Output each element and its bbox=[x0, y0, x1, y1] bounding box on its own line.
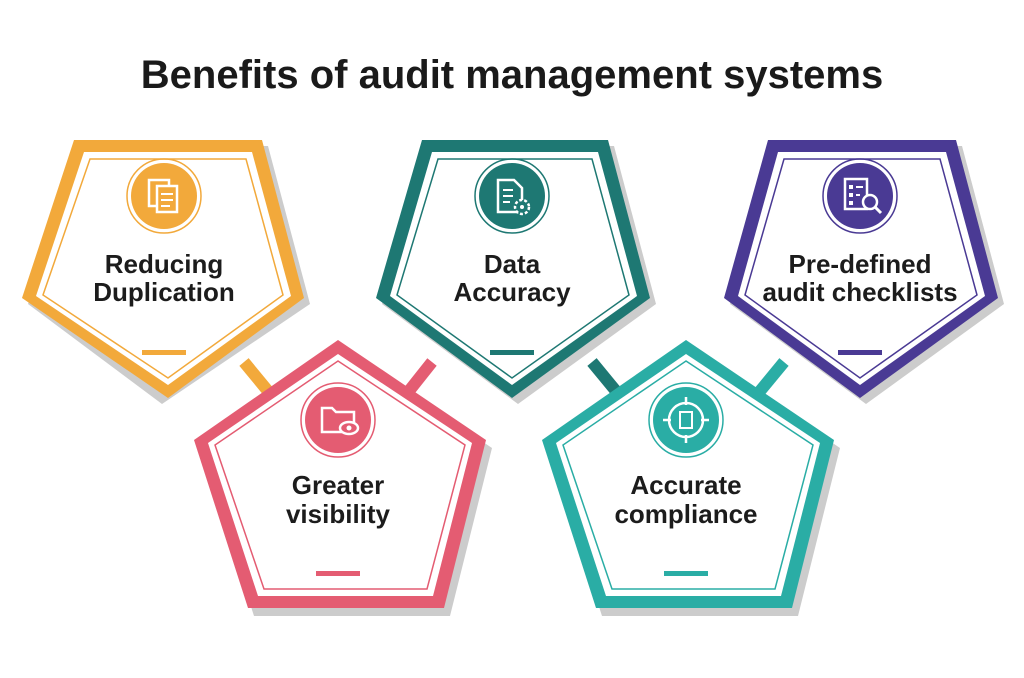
benefit-label-line1: Accurate bbox=[630, 470, 741, 500]
pentagon-inner-border bbox=[214, 360, 466, 590]
connector-4 bbox=[751, 358, 789, 400]
pentagon-inner bbox=[390, 152, 637, 385]
accent-bar bbox=[142, 350, 186, 355]
target-document-icon bbox=[648, 382, 724, 458]
pentagon-inner bbox=[208, 354, 472, 596]
pentagon-inner bbox=[36, 152, 291, 385]
benefit-accurate-compliance: Accurate compliance bbox=[542, 340, 840, 616]
accent-bar bbox=[490, 350, 534, 355]
benefit-label-line2: visibility bbox=[286, 499, 391, 529]
benefit-label-line2: Duplication bbox=[93, 277, 235, 307]
document-gear-icon bbox=[474, 158, 550, 234]
benefit-label-line2: audit checklists bbox=[762, 277, 957, 307]
benefit-greater-visibility: Greater visibility bbox=[194, 340, 492, 616]
pentagon-inner-border bbox=[744, 158, 978, 379]
benefit-predefined-checklists: Pre-defined audit checklists bbox=[724, 140, 1004, 404]
benefit-label-line1: Greater bbox=[292, 470, 385, 500]
pentagon-inner bbox=[738, 152, 985, 385]
checklist-magnifier-icon bbox=[822, 158, 898, 234]
accent-bar bbox=[664, 571, 708, 576]
accent-bar bbox=[316, 571, 360, 576]
documents-icon bbox=[126, 158, 202, 234]
benefit-label-line1: Data bbox=[484, 249, 541, 279]
pentagon-inner-border bbox=[42, 158, 284, 379]
accent-bar bbox=[838, 350, 882, 355]
benefit-label-line2: Accuracy bbox=[453, 277, 571, 307]
benefit-label-line1: Pre-defined bbox=[788, 249, 931, 279]
benefit-reducing-duplication: Reducing Duplication bbox=[22, 140, 310, 404]
folder-eye-icon bbox=[300, 382, 376, 458]
pentagon-inner bbox=[556, 354, 820, 596]
pentagon-inner-border bbox=[396, 158, 630, 379]
pentagon-inner-border bbox=[562, 360, 814, 590]
benefit-data-accuracy: Data Accuracy bbox=[376, 140, 656, 404]
diagram-title: Benefits of audit management systems bbox=[141, 53, 883, 97]
benefit-label-line1: Reducing bbox=[105, 249, 223, 279]
benefit-label-line2: compliance bbox=[614, 499, 757, 529]
